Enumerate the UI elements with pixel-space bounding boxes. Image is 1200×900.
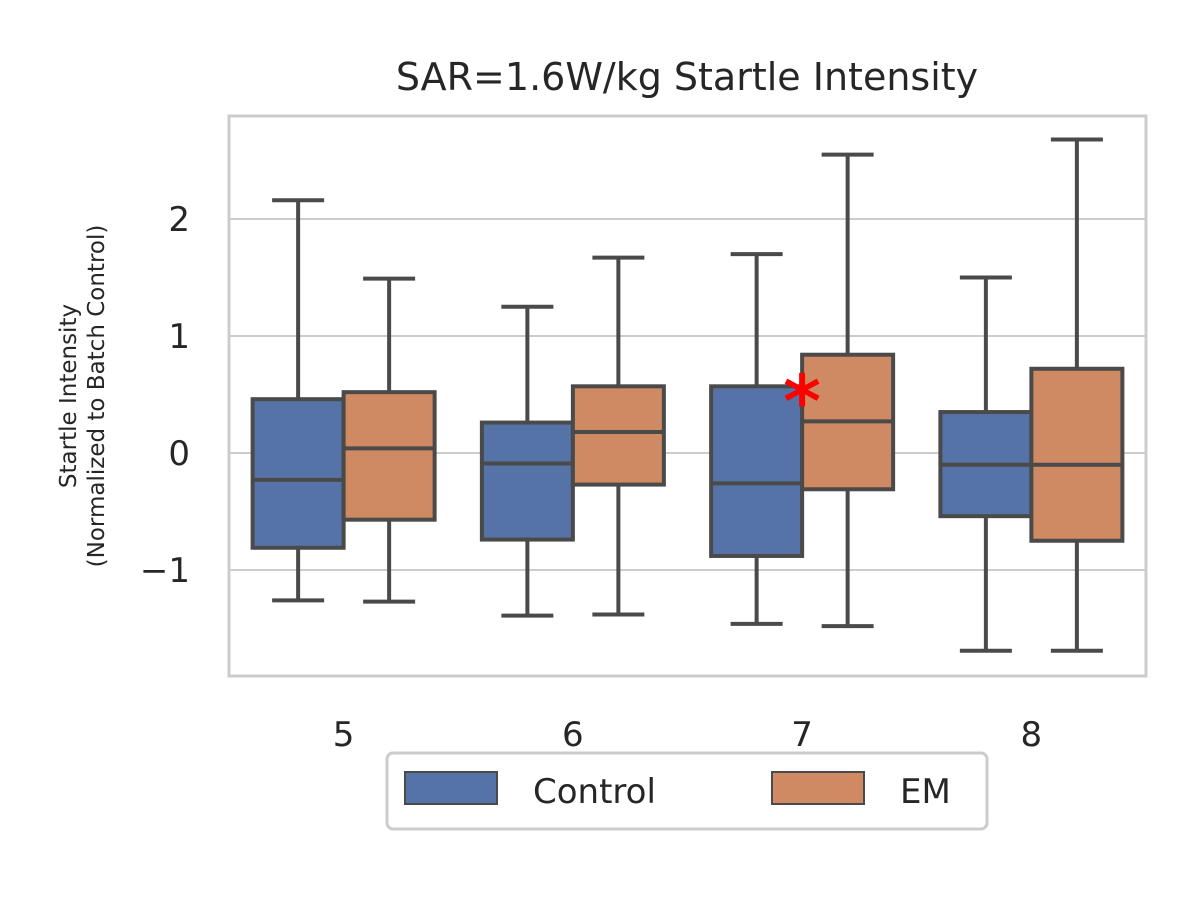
y-axis-label-line-2: (Normalized to Batch Control) [84, 225, 110, 568]
legend-swatch-control [404, 771, 498, 805]
y-axis-label-line-1: Startle Intensity [56, 304, 82, 488]
legend-swatch-em [771, 771, 865, 805]
box-control-8 [938, 275, 1034, 653]
box-iqr [1029, 366, 1125, 543]
y-tick-label: −1 [140, 551, 190, 591]
box-iqr [341, 390, 437, 522]
box-em-6 [570, 255, 666, 617]
box-iqr [570, 384, 666, 487]
box-em-8 [1029, 137, 1125, 653]
box-iqr [709, 384, 805, 558]
legend-label-em: EM [900, 772, 951, 812]
y-axis-ticks: −1 0 1 2 [140, 200, 190, 591]
plot-frame [227, 114, 1148, 678]
box-control-5 [250, 198, 346, 603]
boxes [250, 137, 1125, 653]
significance-asterisk: * [783, 360, 821, 444]
x-tick-label: 5 [333, 715, 355, 755]
box-iqr [250, 397, 346, 550]
box-em-5 [341, 276, 437, 604]
x-tick-label: 8 [1021, 715, 1043, 755]
y-tick-label: 2 [168, 200, 190, 240]
x-tick-label: 6 [562, 715, 584, 755]
annotations: * [783, 360, 821, 444]
y-tick-label: 1 [168, 317, 190, 357]
legend-label-control: Control [533, 772, 656, 812]
legend: Control EM [385, 751, 989, 831]
box-iqr [479, 420, 575, 542]
box-control-6 [479, 304, 575, 618]
chart-title: SAR=1.6W/kg Startle Intensity [396, 55, 978, 99]
box-em-7 [800, 152, 896, 629]
y-tick-label: 0 [168, 434, 190, 474]
y-axis-label: Startle Intensity (Normalized to Batch C… [56, 225, 110, 568]
x-axis-ticks: 5 6 7 8 [333, 715, 1042, 755]
box-control-7 [709, 252, 805, 626]
x-tick-label: 7 [791, 715, 813, 755]
